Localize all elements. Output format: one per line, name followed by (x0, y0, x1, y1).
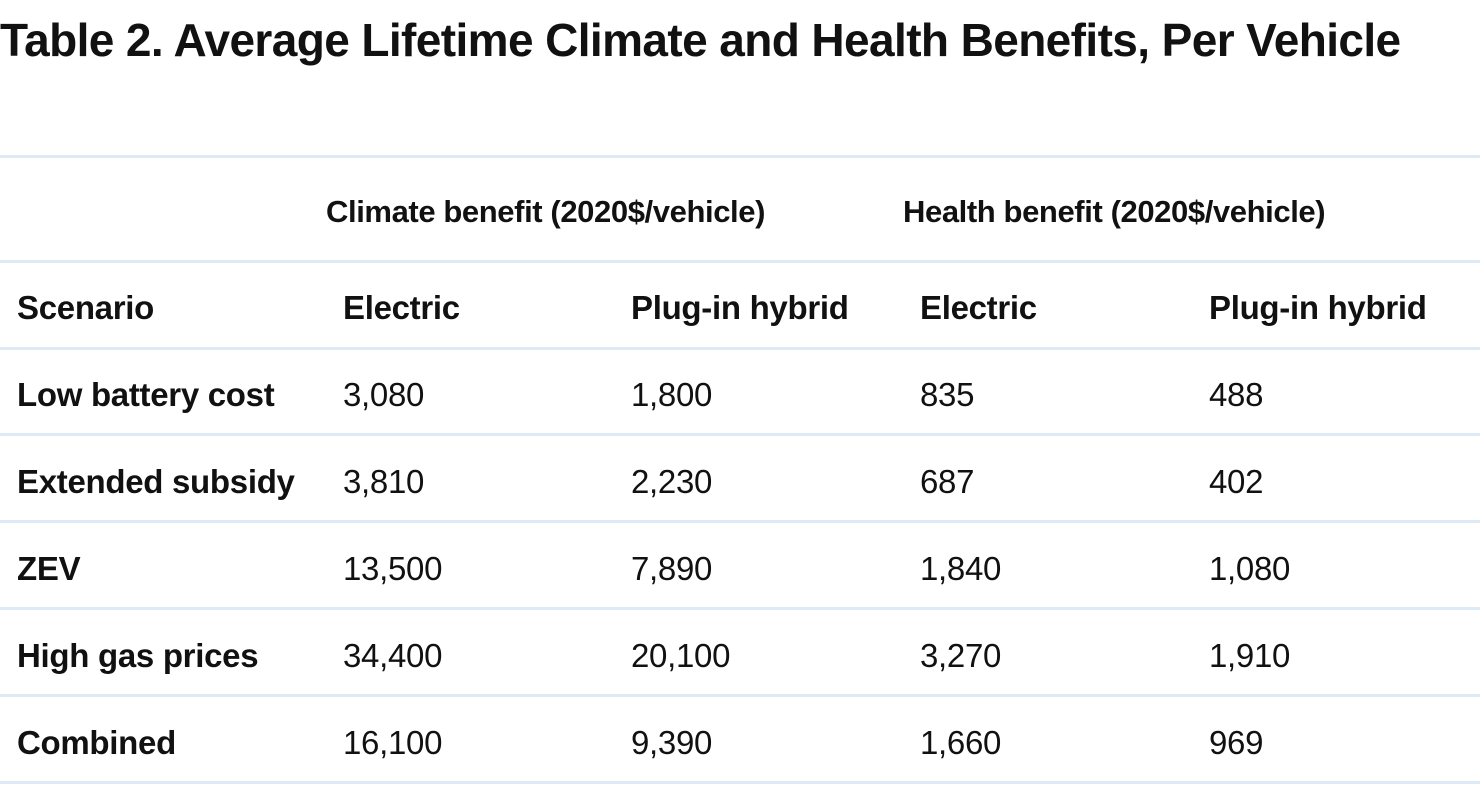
health-benefit-group-header: Health benefit (2020$/vehicle) (903, 194, 1326, 229)
table-cell: 2,230 (631, 463, 713, 500)
table-cell: 3,080 (343, 376, 425, 413)
row-label-combined: Combined (17, 724, 176, 761)
row-rule (0, 607, 1480, 610)
table-cell: 835 (920, 376, 975, 413)
table-cell: 488 (1209, 376, 1264, 413)
table-cell: 1,080 (1209, 550, 1291, 587)
table-cell: 9,390 (631, 724, 713, 761)
row-label-low-battery-cost: Low battery cost (17, 376, 275, 413)
table-cell: 969 (1209, 724, 1264, 761)
row-label-zev: ZEV (17, 550, 81, 587)
column-header-health-electric: Electric (920, 289, 1037, 326)
table-cell: 1,840 (920, 550, 1002, 587)
table-cell: 16,100 (343, 724, 443, 761)
row-label-extended-subsidy: Extended subsidy (17, 463, 295, 500)
table-top-rule (0, 155, 1480, 158)
table-cell: 7,890 (631, 550, 713, 587)
group-header-rule (0, 260, 1480, 263)
column-header-climate-plug-in-hybrid: Plug-in hybrid (631, 289, 849, 326)
table-cell: 402 (1209, 463, 1264, 500)
column-header-climate-electric: Electric (343, 289, 460, 326)
table-cell: 1,660 (920, 724, 1002, 761)
row-rule (0, 694, 1480, 697)
column-header-rule (0, 347, 1480, 350)
table-cell: 13,500 (343, 550, 443, 587)
climate-benefit-group-header: Climate benefit (2020$/vehicle) (326, 194, 766, 229)
table-cell: 3,810 (343, 463, 425, 500)
table-cell: 1,800 (631, 376, 713, 413)
column-header-scenario: Scenario (17, 289, 154, 326)
column-header-health-plug-in-hybrid: Plug-in hybrid (1209, 289, 1427, 326)
table-bottom-rule (0, 781, 1480, 784)
row-rule (0, 433, 1480, 436)
row-rule (0, 520, 1480, 523)
table-cell: 34,400 (343, 637, 443, 674)
table-cell: 1,910 (1209, 637, 1291, 674)
table-cell: 687 (920, 463, 975, 500)
table-title: Table 2. Average Lifetime Climate and He… (0, 14, 1401, 66)
table-cell: 3,270 (920, 637, 1002, 674)
table-cell: 20,100 (631, 637, 731, 674)
row-label-high-gas-prices: High gas prices (17, 637, 259, 674)
